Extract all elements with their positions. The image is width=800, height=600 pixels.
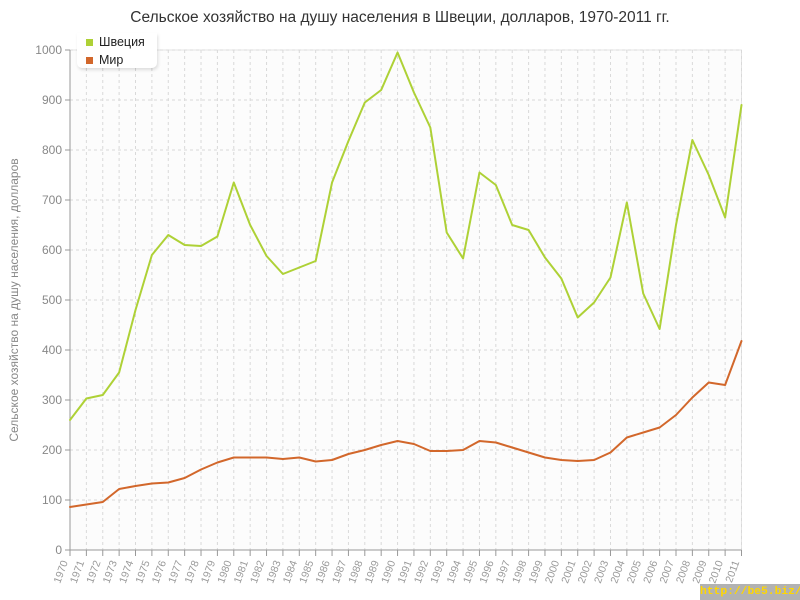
svg-text:900: 900 xyxy=(42,93,62,107)
svg-text:700: 700 xyxy=(42,193,62,207)
svg-text:400: 400 xyxy=(42,343,62,357)
svg-text:100: 100 xyxy=(42,493,62,507)
svg-text:2011: 2011 xyxy=(723,559,742,584)
svg-text:600: 600 xyxy=(42,243,62,257)
svg-text:500: 500 xyxy=(42,293,62,307)
svg-text:300: 300 xyxy=(42,393,62,407)
svg-text:800: 800 xyxy=(42,143,62,157)
svg-text:200: 200 xyxy=(42,443,62,457)
svg-text:0: 0 xyxy=(55,543,62,557)
svg-text:1000: 1000 xyxy=(35,43,62,57)
